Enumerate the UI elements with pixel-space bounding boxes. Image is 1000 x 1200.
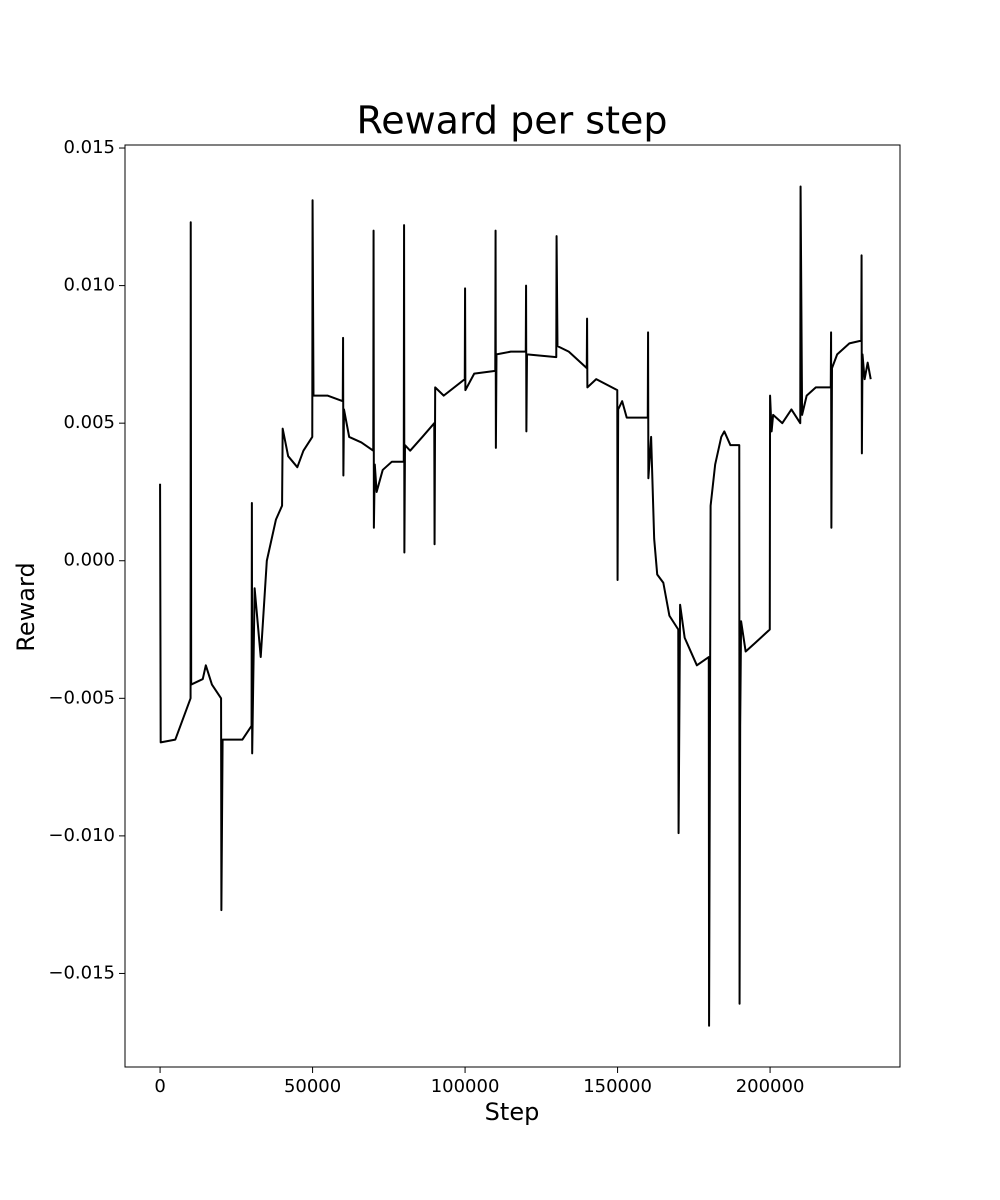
data-line	[159, 185, 872, 1027]
y-tick-label: 0.010	[63, 275, 115, 296]
x-tick-label: 100000	[431, 1076, 500, 1097]
x-tick-label: 0	[154, 1076, 165, 1097]
y-axis-label: Reward	[12, 562, 40, 651]
y-tick-label: 0.000	[63, 550, 115, 571]
y-tick-label: −0.015	[48, 962, 115, 983]
plot-frame	[124, 144, 901, 1068]
x-tick-label: 200000	[736, 1076, 805, 1097]
y-tick-label: 0.015	[63, 137, 115, 158]
x-tick-label: 150000	[583, 1076, 652, 1097]
x-tick-label: 50000	[284, 1076, 341, 1097]
y-tick-label: −0.010	[48, 825, 115, 846]
x-axis-label: Step	[485, 1098, 540, 1126]
y-tick-label: −0.005	[48, 687, 115, 708]
y-tick-label: 0.005	[63, 412, 115, 433]
chart-title: Reward per step	[357, 99, 668, 143]
